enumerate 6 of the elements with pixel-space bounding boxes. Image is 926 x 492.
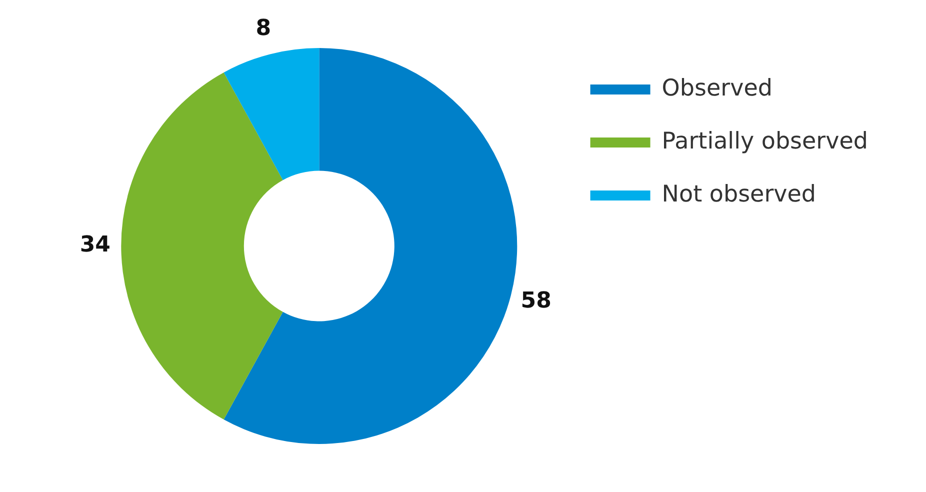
- legend-label: Partially observed: [662, 128, 868, 154]
- legend-label: Observed: [662, 75, 772, 102]
- data-label: 58: [520, 288, 552, 314]
- data-label: 34: [80, 232, 110, 258]
- data-label: 8: [256, 16, 272, 41]
- legend-label: Not observed: [662, 181, 816, 208]
